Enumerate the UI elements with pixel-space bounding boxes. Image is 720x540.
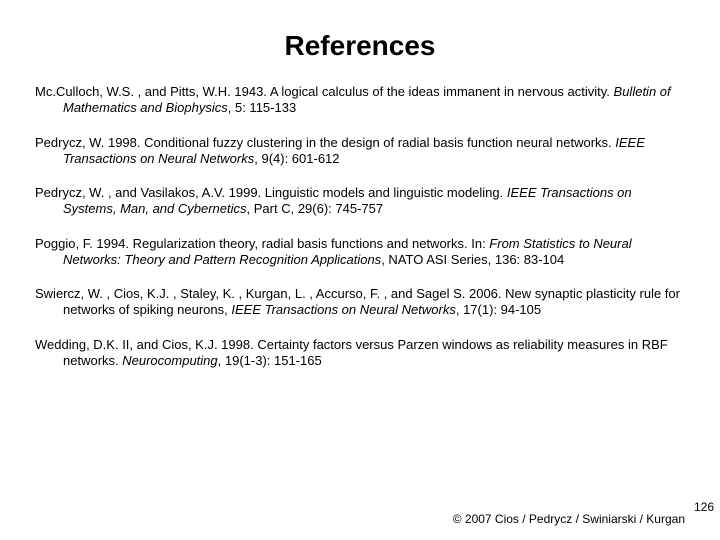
reference-citation: , Part C, 29(6): 745-757 — [247, 201, 384, 216]
reference-citation: , 5: 115-133 — [228, 100, 296, 115]
reference-citation: , 17(1): 94-105 — [456, 302, 541, 317]
reference-item: Mc.Culloch, W.S. , and Pitts, W.H. 1943.… — [35, 84, 685, 117]
reference-citation: , 9(4): 601-612 — [254, 151, 339, 166]
reference-authors: Pedrycz, W. , and Vasilakos, A.V. 1999. … — [35, 185, 507, 200]
references-container: Mc.Culloch, W.S. , and Pitts, W.H. 1943.… — [35, 84, 685, 369]
reference-authors: Mc.Culloch, W.S. , and Pitts, W.H. 1943.… — [35, 84, 614, 99]
reference-item: Swiercz, W. , Cios, K.J. , Staley, K. , … — [35, 286, 685, 319]
reference-citation: , 19(1-3): 151-165 — [218, 353, 322, 368]
page-number: 126 — [694, 500, 714, 514]
reference-citation: , NATO ASI Series, 136: 83-104 — [381, 252, 564, 267]
copyright-text: © 2007 Cios / Pedrycz / Swiniarski / Kur… — [453, 512, 685, 526]
reference-journal: Neurocomputing — [122, 353, 217, 368]
reference-item: Poggio, F. 1994. Regularization theory, … — [35, 236, 685, 269]
reference-authors: Pedrycz, W. 1998. Conditional fuzzy clus… — [35, 135, 615, 150]
footer: © 2007 Cios / Pedrycz / Swiniarski / Kur… — [35, 512, 685, 526]
page-title: References — [35, 30, 685, 62]
reference-item: Wedding, D.K. II, and Cios, K.J. 1998. C… — [35, 337, 685, 370]
reference-item: Pedrycz, W. 1998. Conditional fuzzy clus… — [35, 135, 685, 168]
reference-authors: Poggio, F. 1994. Regularization theory, … — [35, 236, 489, 251]
reference-journal: IEEE Transactions on Neural Networks — [231, 302, 455, 317]
reference-item: Pedrycz, W. , and Vasilakos, A.V. 1999. … — [35, 185, 685, 218]
